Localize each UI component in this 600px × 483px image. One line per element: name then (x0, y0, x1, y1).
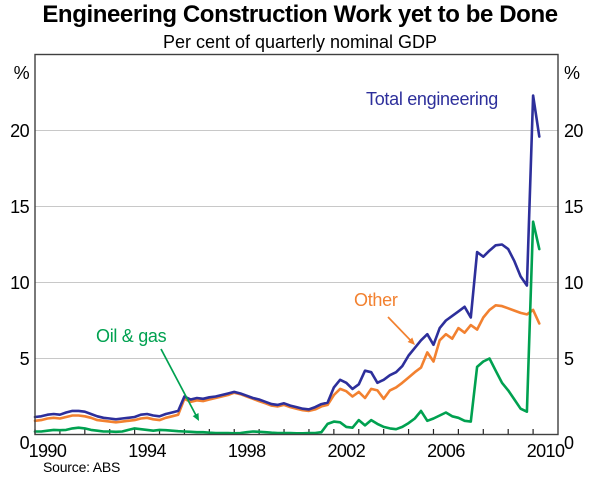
y-tick-label-right: 20 (564, 121, 583, 141)
y-axis-unit-left: % (14, 63, 30, 83)
chart-subtitle: Per cent of quarterly nominal GDP (162, 32, 438, 52)
y-tick-label-right: 0 (564, 433, 574, 453)
series-line-total-engineering (33, 94, 541, 421)
annotation-arrow-line (160, 348, 198, 418)
y-tick-label-right: 15 (564, 197, 583, 217)
x-tick-label: 1994 (128, 441, 166, 461)
y-tick-label-left: 10 (10, 273, 29, 293)
y-tick-label-right: 5 (564, 349, 574, 369)
y-tick-label-left: 15 (10, 197, 29, 217)
series-label-oil-gas: Oil & gas (96, 326, 167, 346)
x-tick-label: 2002 (327, 441, 365, 461)
annotation-arrowhead (407, 337, 415, 345)
y-tick-label-left: 5 (20, 349, 30, 369)
plot-frame (34, 53, 559, 436)
x-tick-label: 1998 (228, 441, 266, 461)
x-tick-label: 2006 (427, 441, 465, 461)
annotation-arrow-line (387, 316, 413, 343)
y-tick-label-right: 10 (564, 273, 583, 293)
x-tick-label: 1990 (29, 441, 67, 461)
series-label-other: Other (354, 290, 398, 310)
y-tick-label-left: 0 (20, 433, 30, 453)
annotation-arrowhead (192, 413, 199, 421)
source-note: Source: ABS (43, 459, 121, 475)
series-line-oil-gas (33, 220, 541, 435)
series-line-other (33, 304, 541, 424)
y-tick-label-left: 20 (10, 121, 29, 141)
series-label-total-engineering: Total engineering (366, 89, 499, 109)
y-axis-unit-right: % (564, 63, 580, 83)
chart-title: Engineering Construction Work yet to be … (42, 1, 558, 28)
x-tick-label: 2010 (527, 441, 565, 461)
